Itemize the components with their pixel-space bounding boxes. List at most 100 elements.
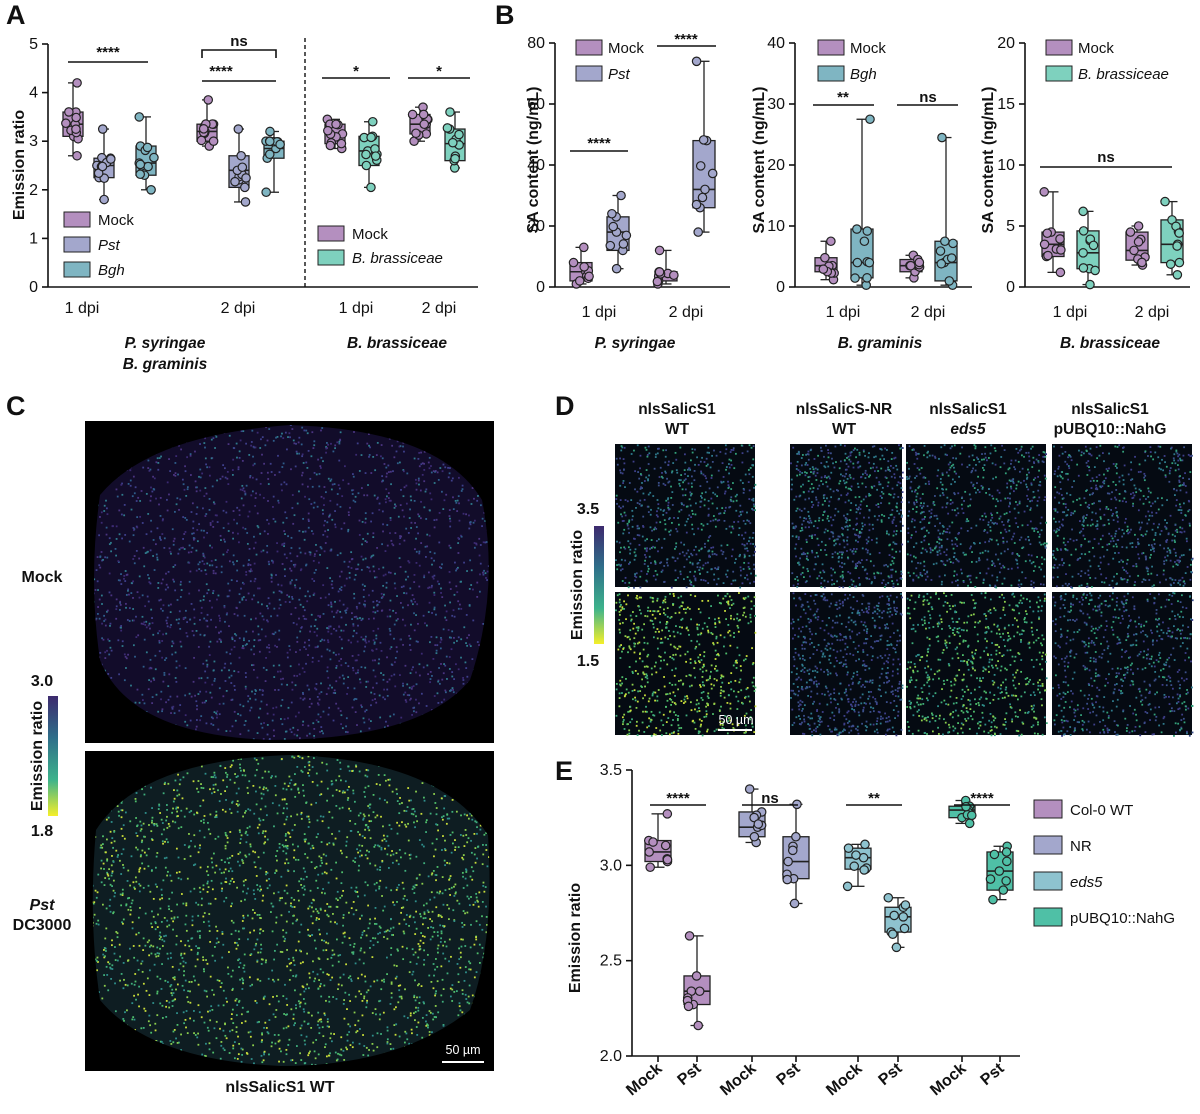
pixel xyxy=(300,443,303,446)
pixel xyxy=(267,620,269,623)
pixel xyxy=(484,541,487,544)
pixel xyxy=(106,859,109,862)
pixel xyxy=(399,984,402,987)
pixel xyxy=(459,951,462,954)
pixel xyxy=(192,532,195,535)
pixel xyxy=(345,901,348,904)
pixel xyxy=(142,466,145,469)
pixel xyxy=(381,839,384,842)
pixel xyxy=(371,1042,374,1045)
pixel xyxy=(171,988,174,991)
pixel xyxy=(186,1032,189,1035)
pixel xyxy=(374,469,377,472)
pixel xyxy=(94,618,97,621)
pixel xyxy=(475,543,478,546)
pixel xyxy=(296,555,299,558)
pixel xyxy=(241,1053,244,1056)
pixel xyxy=(389,517,392,519)
pixel xyxy=(172,807,174,810)
pixel xyxy=(404,664,407,667)
pixel xyxy=(110,864,113,867)
pixel xyxy=(244,493,247,496)
pixel xyxy=(291,507,294,509)
pixel xyxy=(435,636,438,639)
pixel xyxy=(173,537,176,540)
pixel xyxy=(418,873,421,876)
pixel xyxy=(466,675,469,678)
pixel xyxy=(159,539,162,541)
pixel xyxy=(189,570,192,573)
pixel xyxy=(156,990,159,993)
pixel xyxy=(298,756,301,759)
pixel xyxy=(340,586,343,589)
pixel xyxy=(316,910,319,913)
pixel xyxy=(452,508,455,511)
pixel xyxy=(328,1000,331,1003)
pixel xyxy=(298,931,301,934)
pixel xyxy=(437,702,440,704)
pixel xyxy=(341,852,343,855)
pixel xyxy=(148,581,151,584)
pixel xyxy=(253,929,255,932)
pixel xyxy=(335,702,338,705)
pixel xyxy=(395,619,398,622)
pixel xyxy=(433,552,436,555)
pixel xyxy=(372,536,375,538)
pixel xyxy=(329,658,332,661)
pixel xyxy=(158,650,161,653)
pixel xyxy=(166,481,169,484)
pixel xyxy=(101,997,104,1000)
pixel xyxy=(408,799,411,802)
pixel xyxy=(448,581,451,584)
pixel xyxy=(318,979,321,981)
pixel xyxy=(282,995,285,998)
pixel xyxy=(168,897,171,900)
pixel xyxy=(374,864,377,867)
pixel xyxy=(323,504,325,506)
pixel xyxy=(308,595,311,598)
pixel xyxy=(355,568,358,571)
pixel xyxy=(187,846,190,849)
pixel xyxy=(478,961,481,964)
pixel xyxy=(386,1038,389,1041)
pixel xyxy=(182,483,185,486)
pixel xyxy=(248,780,251,783)
pixel xyxy=(327,974,330,976)
pixel xyxy=(225,651,228,654)
pixel xyxy=(282,677,284,680)
pixel xyxy=(211,989,214,992)
pixel xyxy=(151,910,153,913)
pixel xyxy=(368,1049,370,1051)
pixel xyxy=(195,901,197,904)
pixel xyxy=(423,963,425,966)
pixel xyxy=(418,702,420,705)
pixel xyxy=(295,450,298,453)
pixel xyxy=(459,966,462,969)
pixel xyxy=(312,447,315,450)
pixel xyxy=(339,849,342,852)
pixel xyxy=(169,550,172,553)
pixel xyxy=(366,849,368,852)
pixel xyxy=(110,874,113,877)
pixel xyxy=(352,951,355,954)
pixel xyxy=(272,995,274,998)
pixel xyxy=(278,846,281,849)
pixel xyxy=(415,537,417,540)
pixel xyxy=(458,958,461,960)
pixel xyxy=(202,799,205,802)
data-point xyxy=(697,192,708,203)
pixel xyxy=(163,674,166,676)
pixel xyxy=(117,579,120,582)
pixel xyxy=(257,526,260,529)
pixel xyxy=(385,930,388,933)
pixel xyxy=(306,952,308,955)
pixel xyxy=(199,489,202,492)
pixel xyxy=(289,567,291,570)
pixel xyxy=(356,617,359,620)
pixel xyxy=(363,650,366,653)
pixel xyxy=(128,540,131,543)
pixel xyxy=(417,532,419,535)
pixel xyxy=(223,538,226,541)
pixel xyxy=(151,839,154,841)
pixel xyxy=(355,659,358,662)
